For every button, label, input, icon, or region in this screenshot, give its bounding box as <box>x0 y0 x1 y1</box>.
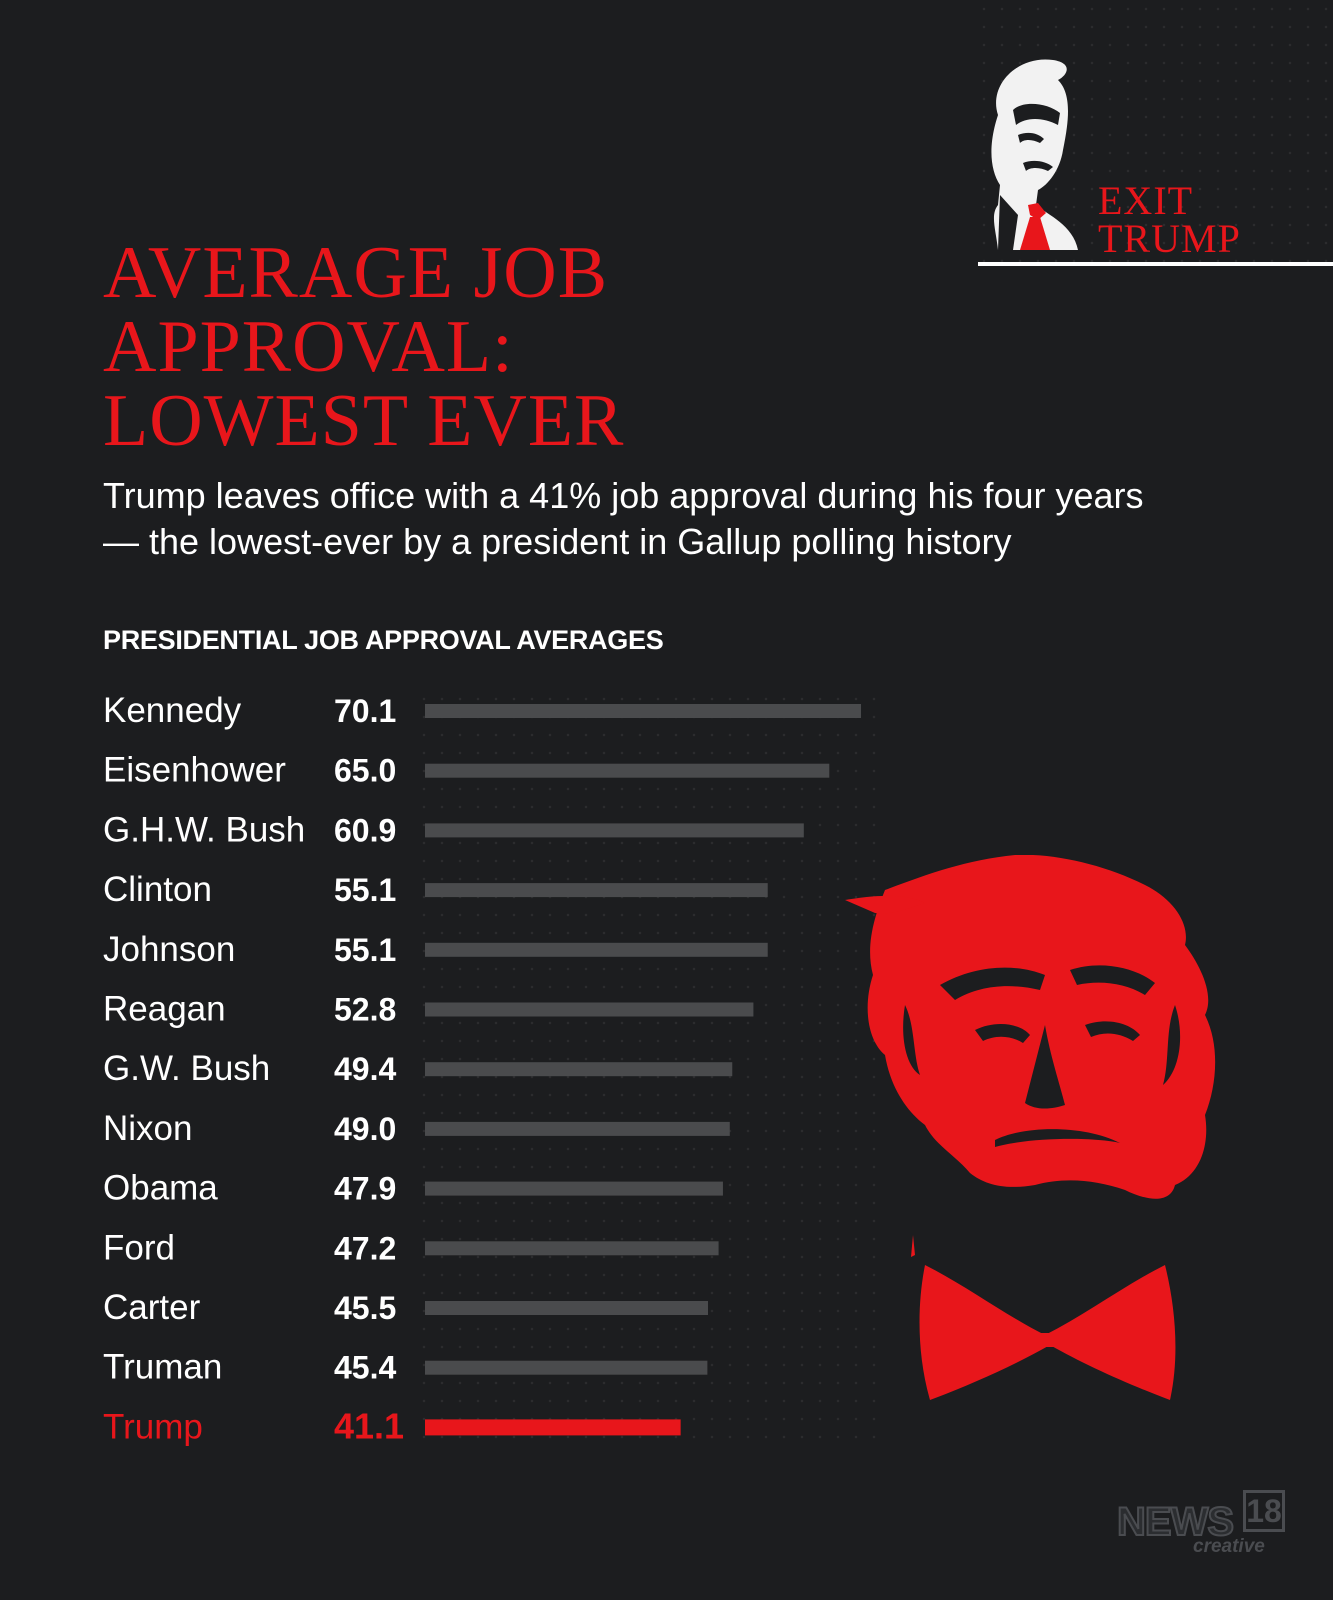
bar <box>425 1241 719 1256</box>
category-label: Reagan <box>103 990 226 1029</box>
value-label: 49.0 <box>334 1111 396 1147</box>
category-label: Kennedy <box>103 691 242 730</box>
logo-underline <box>978 262 1333 266</box>
title-line-1: AVERAGE JOB <box>103 232 609 314</box>
value-label: 45.5 <box>334 1290 396 1326</box>
value-label: 49.4 <box>334 1051 396 1087</box>
value-label: 52.8 <box>334 992 396 1028</box>
value-label: 60.9 <box>334 812 396 848</box>
category-label: Carter <box>103 1288 201 1327</box>
category-label: Trump <box>103 1407 203 1446</box>
creative-label: creative <box>1193 1536 1265 1557</box>
title-line-2: APPROVAL: <box>103 306 514 388</box>
trump-sketch-icon <box>991 59 1078 251</box>
bar <box>425 704 862 718</box>
bar <box>425 1121 730 1136</box>
exit-trump-wordmark: EXIT TRUMP <box>1098 178 1241 261</box>
category-label: Nixon <box>103 1109 192 1148</box>
news18-creative-logo: NEWS 18 creative <box>1116 1490 1287 1560</box>
bar <box>425 1062 733 1077</box>
bar <box>425 883 768 898</box>
value-label: 55.1 <box>334 872 396 908</box>
value-label: 65.0 <box>334 753 396 789</box>
trump-word: TRUMP <box>1098 216 1241 261</box>
page-subtitle: Trump leaves office with a 41% job appro… <box>103 473 1303 565</box>
category-label: G.H.W. Bush <box>103 810 305 849</box>
subtitle-line-1: Trump leaves office with a 41% job appro… <box>103 475 1144 516</box>
category-label: Truman <box>103 1348 222 1387</box>
exit-trump-logo: EXIT TRUMP <box>978 55 1333 270</box>
value-label: 45.4 <box>334 1350 396 1386</box>
value-label: 47.2 <box>334 1230 396 1266</box>
value-label: 70.1 <box>334 693 396 729</box>
category-label: Clinton <box>103 870 212 909</box>
chart-title: PRESIDENTIAL JOB APPROVAL AVERAGES <box>103 625 664 655</box>
bar <box>425 763 830 778</box>
value-label: 55.1 <box>334 932 396 968</box>
exit-word: EXIT <box>1098 178 1194 223</box>
category-label: Obama <box>103 1169 218 1208</box>
title-line-3: LOWEST EVER <box>103 380 625 462</box>
trump-portrait-icon <box>845 855 1216 1400</box>
value-label: 47.9 <box>334 1171 396 1207</box>
category-label: Johnson <box>103 930 235 969</box>
news-number-badge: 18 <box>1243 1490 1285 1532</box>
bar <box>425 1002 754 1017</box>
category-label: Eisenhower <box>103 751 286 790</box>
bar <box>425 1419 681 1436</box>
category-label: Ford <box>103 1228 175 1267</box>
bar <box>425 1181 723 1196</box>
subtitle-line-2: — the lowest-ever by a president in Gall… <box>103 521 1012 562</box>
bar <box>425 942 768 957</box>
value-label: 41.1 <box>334 1405 404 1446</box>
category-label: G.W. Bush <box>103 1049 270 1088</box>
page-title: AVERAGE JOB APPROVAL: LOWEST EVER <box>103 236 803 458</box>
bar <box>425 1301 709 1315</box>
bar <box>425 1360 708 1375</box>
news-wordmark: NEWS <box>1116 1499 1235 1545</box>
bar <box>425 823 804 838</box>
